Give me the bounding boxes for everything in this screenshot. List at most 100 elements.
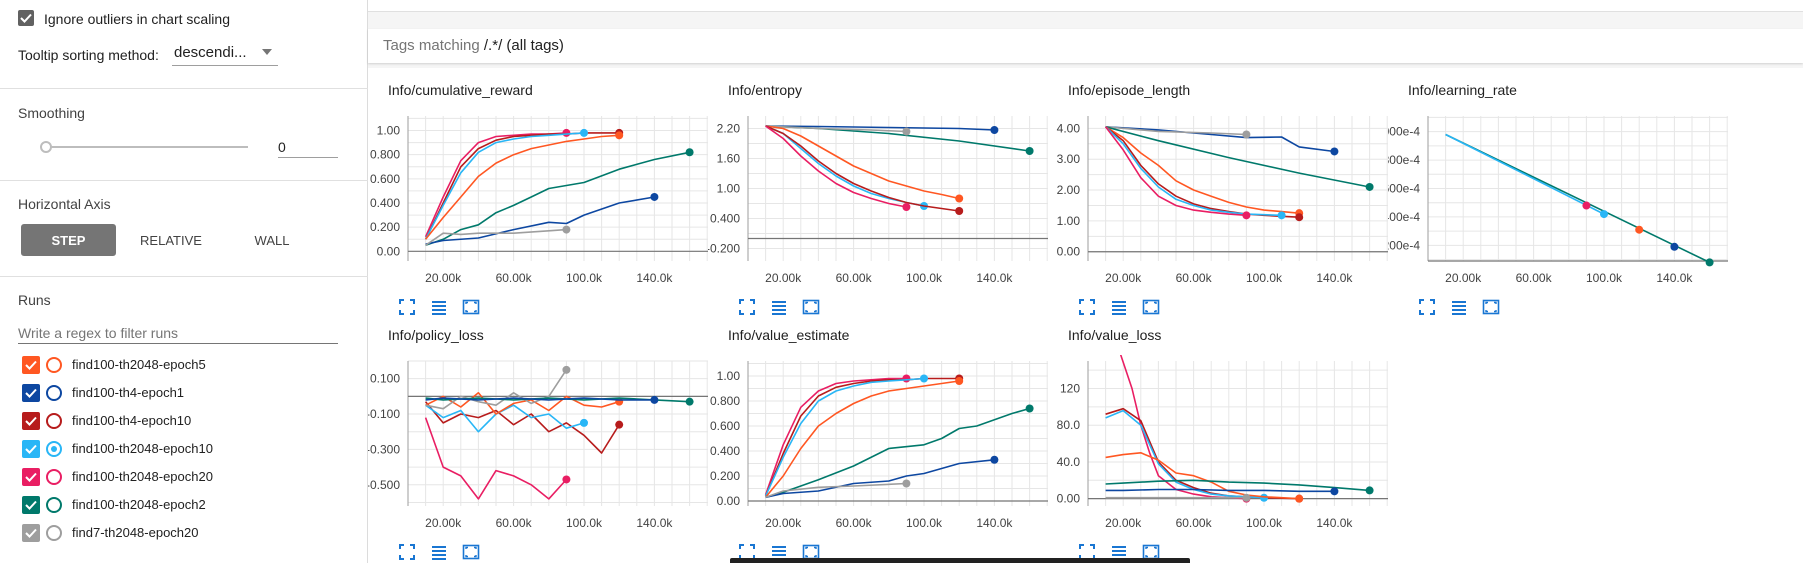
fit-domain-button[interactable]	[1140, 296, 1162, 318]
chart-plot[interactable]: -0.500 -0.300 -0.100 0.100 20.00k 60.00k 100.0…	[368, 349, 708, 539]
run-checkbox[interactable]	[22, 496, 40, 514]
run-row[interactable]: find100-th2048-epoch5	[0, 351, 368, 379]
fit-domain-button[interactable]	[460, 296, 482, 318]
series-end-point[interactable]	[1330, 147, 1339, 156]
series-end-point[interactable]	[990, 455, 999, 464]
axis-wall-button[interactable]: WALL	[254, 232, 290, 248]
series-group	[1104, 126, 1374, 222]
series-end-point[interactable]	[615, 420, 624, 429]
expand-button[interactable]	[1416, 296, 1438, 318]
run-radio[interactable]	[46, 497, 62, 513]
run-radio[interactable]	[46, 469, 62, 485]
series-end-point[interactable]	[955, 377, 964, 385]
series-end-point[interactable]	[955, 194, 964, 203]
series-end-point[interactable]	[902, 203, 911, 211]
axis-step-button[interactable]: STEP	[21, 224, 116, 256]
smoothing-slider-thumb[interactable]	[40, 141, 52, 153]
series-end-point[interactable]	[650, 395, 659, 404]
chart-plot[interactable]: -0.200 0.400 1.00 1.60 2.20 20.00k 60.00k 100.0…	[708, 104, 1048, 294]
bottom-scrollbar[interactable]	[730, 558, 1190, 563]
run-checkbox[interactable]	[22, 440, 40, 458]
series-end-point[interactable]	[615, 131, 624, 140]
expand-button[interactable]	[1076, 296, 1098, 318]
expand-button[interactable]	[396, 541, 418, 563]
run-radio[interactable]	[46, 441, 62, 457]
series-end-point[interactable]	[902, 479, 911, 488]
run-checkbox[interactable]	[22, 524, 40, 542]
smoothing-slider-track[interactable]	[44, 146, 248, 148]
run-row[interactable]: find7-th2048-epoch20	[0, 519, 368, 547]
run-checkbox[interactable]	[22, 356, 40, 374]
series-end-point[interactable]	[1330, 487, 1339, 496]
series-end-point[interactable]	[1242, 493, 1251, 502]
ignore-outliers-checkbox[interactable]	[18, 10, 34, 26]
chart-plot[interactable]: 0.00 1.00 2.00 3.00 4.00 20.00k 60.00k 100.0k 14…	[1048, 104, 1388, 294]
series-end-point[interactable]	[580, 418, 588, 427]
series-end-point[interactable]	[650, 192, 659, 201]
series-end-point[interactable]	[1705, 258, 1714, 267]
list-button[interactable]	[1448, 296, 1470, 318]
run-radio[interactable]	[46, 525, 62, 541]
series-end-point[interactable]	[955, 207, 964, 215]
series-end-point[interactable]	[1025, 404, 1034, 413]
series-end-point[interactable]	[1635, 225, 1644, 234]
expand-button[interactable]	[736, 541, 758, 563]
list-button[interactable]	[768, 541, 790, 563]
tooltip-sorting-dropdown[interactable]: descendi...	[172, 40, 278, 66]
y-tick-label: 80.0	[1057, 418, 1081, 432]
runs-filter-input[interactable]: Write a regex to filter runs	[18, 322, 338, 344]
series-end-point[interactable]	[685, 148, 694, 157]
run-row[interactable]: find100-th4-epoch1	[0, 379, 368, 407]
chart-plot[interactable]: 0.00 0.200 0.400 0.600 0.800 1.00 20.00k 60.00k…	[708, 349, 1048, 539]
run-row[interactable]: find100-th2048-epoch2	[0, 491, 368, 519]
smoothing-value-input[interactable]: 0	[278, 136, 338, 158]
series-end-point[interactable]	[990, 126, 999, 134]
list-button[interactable]	[1108, 541, 1130, 563]
series-end-point[interactable]	[1582, 201, 1591, 210]
run-row[interactable]: find100-th4-epoch10	[0, 407, 368, 435]
fit-domain-button[interactable]	[460, 541, 482, 563]
series-end-point[interactable]	[562, 475, 571, 484]
run-radio[interactable]	[46, 385, 62, 401]
list-button[interactable]	[428, 541, 450, 563]
run-checkbox[interactable]	[22, 384, 40, 402]
chart-plot[interactable]: 0.00 0.200 0.400 0.600 0.800 1.00 20.00k 60.00k…	[368, 104, 708, 294]
list-button[interactable]	[1108, 296, 1130, 318]
series-end-point[interactable]	[1025, 147, 1034, 155]
run-radio[interactable]	[46, 413, 62, 429]
run-checkbox[interactable]	[22, 468, 40, 486]
tag-filter-bar[interactable]: Tags matching /.*/ (all tags)	[368, 29, 1803, 63]
run-row[interactable]: find100-th2048-epoch20	[0, 463, 368, 491]
run-radio[interactable]	[46, 357, 62, 373]
expand-button[interactable]	[396, 296, 418, 318]
series-end-point[interactable]	[685, 397, 694, 406]
series-end-point[interactable]	[1260, 493, 1268, 502]
series-end-point[interactable]	[1600, 210, 1608, 219]
chart-plot[interactable]: 0.00 40.0 80.0 120 20.00k 60.00k 100.0k 140.0k	[1048, 349, 1388, 539]
list-button[interactable]	[428, 296, 450, 318]
series-end-point[interactable]	[1365, 182, 1374, 191]
series-end-point[interactable]	[1670, 242, 1679, 251]
series-end-point[interactable]	[902, 127, 911, 136]
series-end-point[interactable]	[562, 365, 571, 374]
series-end-point[interactable]	[1242, 130, 1251, 139]
series-end-point[interactable]	[580, 128, 588, 137]
series-end-point[interactable]	[1242, 211, 1251, 220]
run-row[interactable]: find100-th2048-epoch10	[0, 435, 368, 463]
list-button[interactable]	[768, 296, 790, 318]
expand-button[interactable]	[736, 296, 758, 318]
series-end-point[interactable]	[562, 128, 571, 137]
run-checkbox[interactable]	[22, 412, 40, 430]
series-end-point[interactable]	[1295, 213, 1304, 222]
axis-relative-button[interactable]: RELATIVE	[140, 232, 202, 248]
series-end-point[interactable]	[902, 374, 911, 383]
fit-domain-button[interactable]	[1480, 296, 1502, 318]
series-end-point[interactable]	[1277, 211, 1286, 220]
series-end-point[interactable]	[562, 225, 571, 234]
series-end-point[interactable]	[1295, 494, 1304, 503]
series-end-point[interactable]	[920, 374, 928, 383]
series-end-point[interactable]	[1365, 486, 1374, 495]
fit-domain-button[interactable]	[800, 296, 822, 318]
expand-button[interactable]	[1076, 541, 1098, 563]
